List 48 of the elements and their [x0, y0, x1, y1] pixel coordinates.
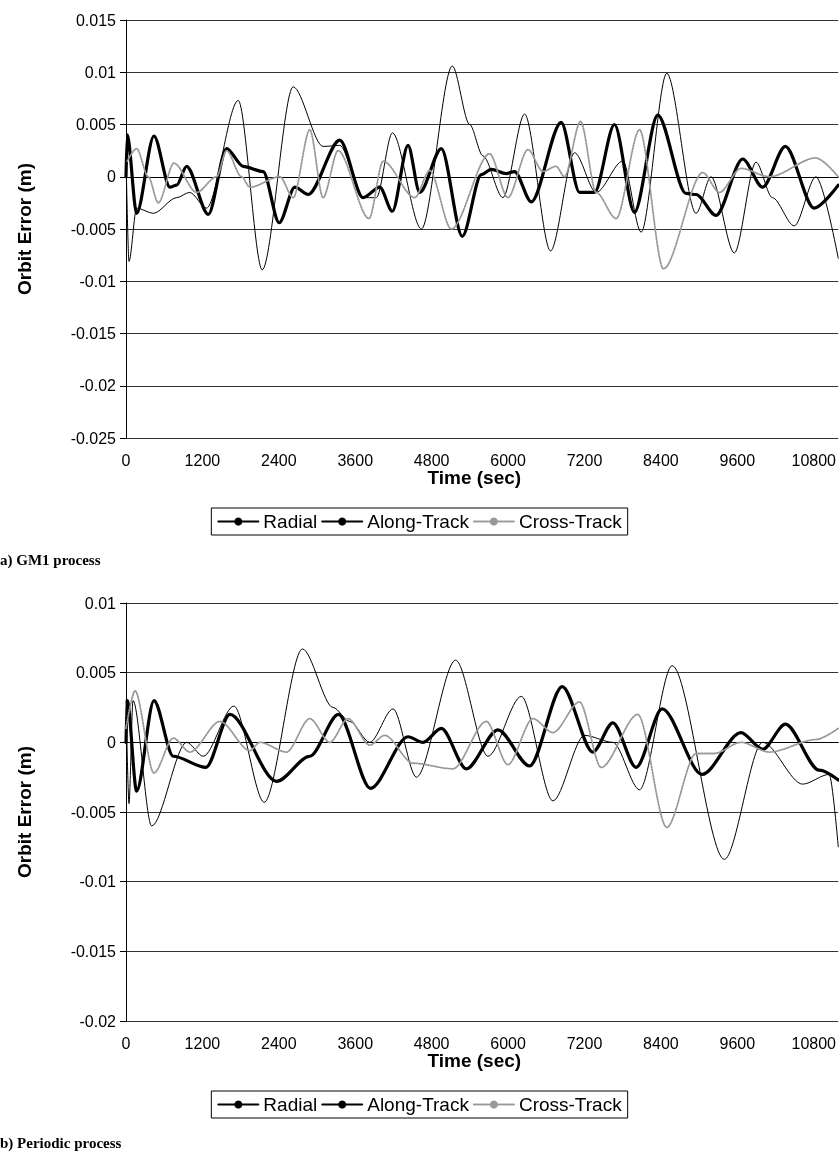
x-tick-label: 6000 [490, 451, 526, 469]
x-tick-label: 1200 [184, 1034, 221, 1052]
x-tick-label: 2400 [261, 1034, 297, 1052]
y-tick-label: -0.015 [70, 942, 117, 960]
x-tick-label: 6000 [490, 1034, 526, 1052]
x-tick-label: 8400 [643, 1034, 679, 1052]
x-tick-label: 0 [121, 1034, 131, 1052]
x-axis-title: Time (sec) [427, 467, 522, 488]
y-tick-label: -0.02 [79, 377, 117, 395]
y-tick-label: 0.005 [75, 664, 117, 682]
y-tick-label: 0.015 [75, 11, 117, 29]
x-tick-label: 10800 [791, 451, 837, 469]
y-axis-title: Orbit Error (m) [14, 746, 35, 878]
y-tick-label: 0.01 [84, 594, 117, 612]
y-tick-label: 0 [107, 733, 117, 751]
legend-label: Radial [263, 511, 318, 532]
y-tick-label: -0.005 [70, 803, 117, 821]
y-axis-title: Orbit Error (m) [14, 163, 35, 295]
x-axis-title: Time (sec) [427, 1050, 522, 1071]
y-tick-label: -0.02 [79, 1012, 117, 1030]
x-tick-label: 4800 [413, 451, 450, 469]
x-tick-label: 9600 [719, 451, 756, 469]
y-tick-label: 0.005 [75, 116, 117, 133]
y-tick-label: -0.01 [79, 272, 117, 290]
y-tick-label: -0.015 [70, 325, 117, 342]
x-tick-label: 10800 [791, 1034, 837, 1052]
legend-label: Along-Track [367, 1094, 470, 1115]
x-tick-label: 7200 [566, 1034, 603, 1052]
legend-label: Along-Track [367, 511, 470, 532]
y-tick-label: -0.025 [70, 429, 117, 447]
y-tick-label: -0.01 [79, 873, 117, 891]
y-tick-label: -0.005 [70, 220, 117, 238]
legend-label: Cross-Track [518, 1094, 623, 1115]
x-tick-label: 9600 [719, 1034, 756, 1052]
x-tick-label: 4800 [413, 1034, 450, 1052]
x-tick-label: 2400 [261, 451, 297, 469]
y-tick-label: 0 [107, 168, 117, 186]
y-tick-label: 0.01 [84, 63, 117, 81]
x-tick-label: 1200 [184, 451, 221, 469]
legend-label: Radial [263, 1094, 318, 1115]
text: a) GM1 process [0, 551, 101, 569]
x-tick-label: 8400 [643, 451, 679, 469]
legend-label: Cross-Track [518, 511, 623, 532]
x-tick-label: 7200 [566, 451, 603, 469]
x-tick-label: 0 [121, 451, 131, 469]
text: b) Periodic process [0, 1134, 122, 1152]
x-tick-label: 3600 [337, 1034, 374, 1052]
x-tick-label: 3600 [337, 451, 374, 469]
